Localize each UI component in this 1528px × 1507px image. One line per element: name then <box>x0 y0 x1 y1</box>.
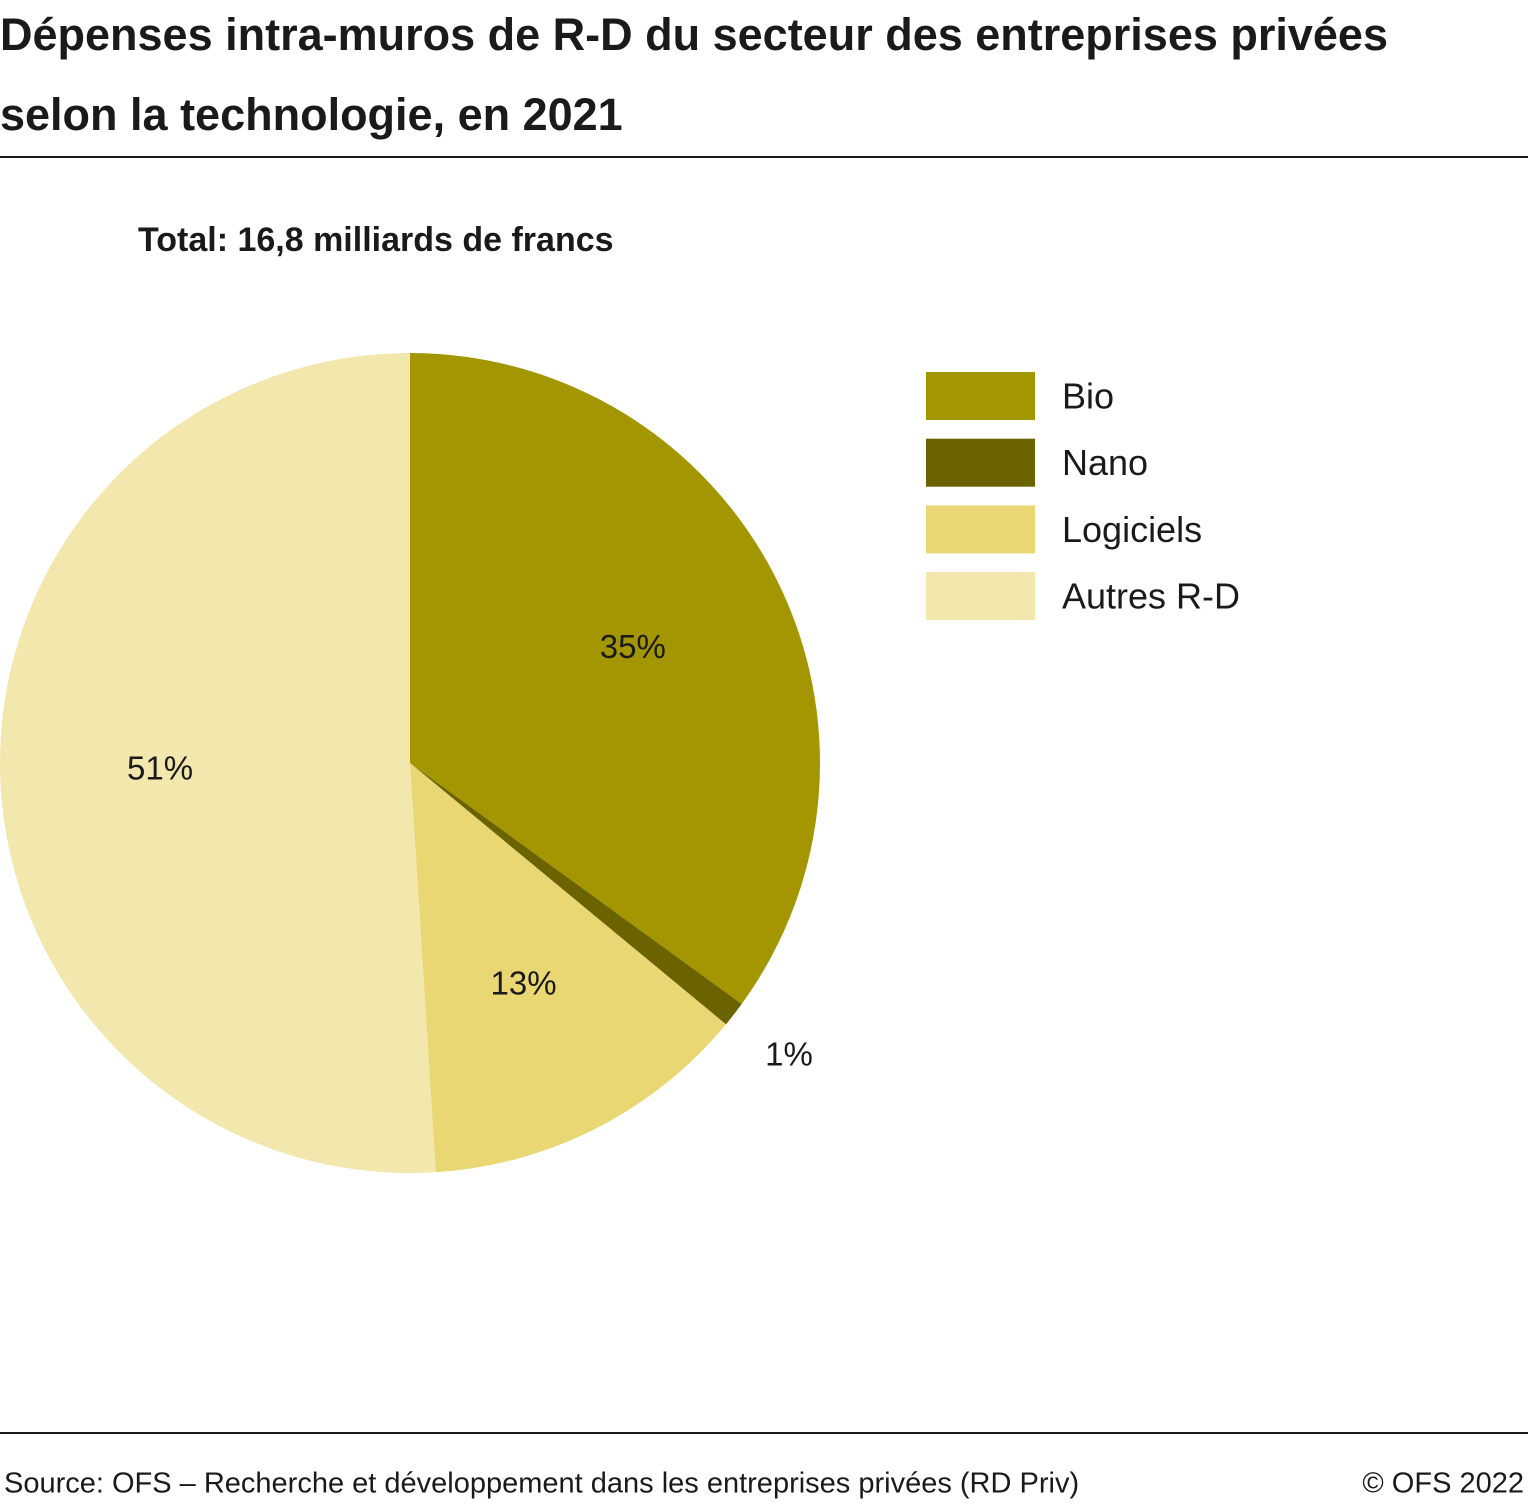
legend-label: Autres R-D <box>1062 576 1240 617</box>
legend-swatch <box>926 438 1035 487</box>
pie-slice <box>410 763 742 1025</box>
pie-slice <box>410 353 820 1004</box>
legend-label: Bio <box>1062 376 1114 417</box>
data-label: 1% <box>765 1036 813 1073</box>
source: Source: OFS – Recherche et développement… <box>4 1468 1079 1500</box>
copyright: © OFS 2022 <box>1362 1468 1524 1500</box>
legend-swatch <box>926 505 1035 554</box>
pie-slice <box>410 763 726 1173</box>
legend-label: Nano <box>1062 442 1148 483</box>
data-label: 13% <box>491 965 557 1002</box>
chart-subtitle: Total: 16,8 milliards de francs <box>138 221 614 259</box>
legend-swatch <box>926 572 1035 621</box>
chart-title: Dépenses intra-muros de R-D du secteur d… <box>0 9 1388 140</box>
pie-slice <box>0 353 436 1173</box>
legend-label: Logiciels <box>1062 509 1202 550</box>
data-label: 51% <box>127 750 193 787</box>
data-label: 35% <box>600 628 666 665</box>
title-box: Dépenses intra-muros de R-D du secteur d… <box>0 9 1388 140</box>
legend-swatch <box>926 372 1035 420</box>
